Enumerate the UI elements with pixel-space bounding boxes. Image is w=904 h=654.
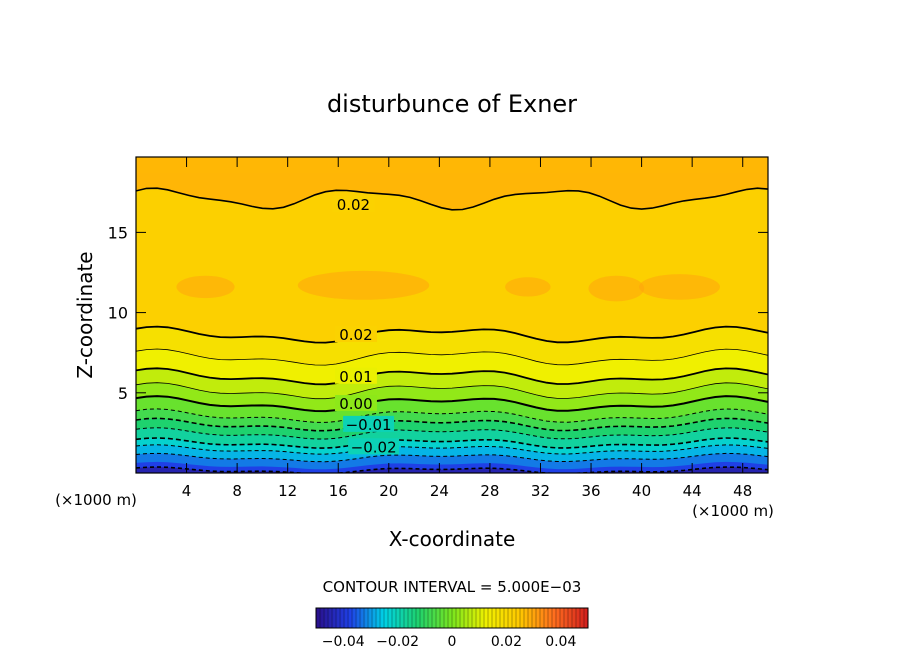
contour-line (136, 437, 768, 449)
colorbar-tick-label: 0.02 (491, 634, 522, 650)
field-blob (588, 275, 645, 302)
contour-line (136, 187, 768, 211)
contour-line (136, 325, 768, 344)
x-tick-label: 4 (182, 482, 192, 500)
contour-line (136, 452, 768, 463)
contour-label: 0.02 (339, 326, 372, 344)
contour-label-bg (348, 438, 400, 455)
y-axis-label: Z-coordinate (73, 251, 97, 378)
contour-label: 0.02 (337, 196, 370, 214)
field-blob (176, 275, 235, 299)
contour-line (136, 444, 768, 455)
contour-field (136, 0, 768, 473)
y-tick-label: 10 (108, 304, 128, 323)
x-unit-left: (×1000 m) (55, 491, 137, 509)
contour-label: 0.00 (339, 395, 372, 413)
contour-label-bg (332, 196, 375, 213)
contour-label: 0.01 (339, 368, 372, 386)
x-tick-label: 44 (683, 482, 702, 500)
contour-interval-text: CONTOUR INTERVAL = 5.000E−03 (323, 578, 582, 596)
x-tick-label: 16 (329, 482, 348, 500)
field-band (136, 157, 768, 210)
field-blob (297, 270, 430, 300)
contour-label-bg (334, 367, 377, 384)
chart-title: disturbunce of Exner (327, 90, 577, 118)
contour-label-bg (334, 326, 377, 343)
contour-label: −0.02 (351, 438, 397, 456)
colorbar-tick-label: 0 (448, 634, 457, 650)
x-tick-label: 32 (531, 482, 550, 500)
contour-label-bg (343, 415, 395, 432)
field-blob (639, 274, 720, 300)
x-unit-right: (×1000 m) (692, 502, 774, 520)
field-blob (505, 277, 551, 297)
x-axis-ticks: 4 8 12 16 20 24 28 32 36 40 44 48 (182, 157, 752, 500)
colorbar: −0.04 −0.02 0 0.02 0.04 (315, 607, 589, 650)
y-tick-label: 5 (118, 384, 128, 403)
contour-line (136, 382, 768, 400)
x-tick-label: 12 (278, 482, 297, 500)
field-band (136, 0, 768, 152)
contour-line (136, 427, 768, 440)
contour-line (136, 348, 768, 366)
colorbar-frame (315, 607, 589, 629)
colorbar-tick-labels: −0.04 −0.02 0 0.02 0.04 (322, 634, 577, 650)
x-axis-label: X-coordinate (389, 527, 516, 551)
colorbar-tick-label: −0.04 (322, 634, 365, 650)
x-tick-label: 8 (232, 482, 242, 500)
contour-lines (136, 187, 768, 473)
x-tick-label: 20 (379, 482, 398, 500)
contour-label-bg (334, 395, 377, 412)
x-tick-label: 24 (430, 482, 449, 500)
y-axis-ticks: 5 10 15 (108, 223, 768, 403)
x-tick-label: 28 (480, 482, 499, 500)
contour-line (136, 417, 768, 432)
contour-labels: 0.02 0.02 0.01 0.00 −0.01 −0.02 (332, 196, 400, 456)
colorbar-tick-label: −0.02 (376, 634, 419, 650)
field-band (136, 157, 768, 174)
x-tick-label: 40 (632, 482, 651, 500)
y-tick-label: 15 (108, 223, 128, 242)
plot-frame (135, 156, 769, 474)
colorbar-stripes (319, 608, 585, 628)
colorbar-tick-label: 0.04 (545, 634, 576, 650)
contour-line (136, 408, 768, 423)
contour-line (136, 466, 768, 473)
x-tick-label: 36 (581, 482, 600, 500)
contour-label: −0.01 (346, 416, 392, 434)
x-tick-label: 48 (733, 482, 752, 500)
contour-line (136, 367, 768, 386)
contour-line (136, 395, 768, 413)
